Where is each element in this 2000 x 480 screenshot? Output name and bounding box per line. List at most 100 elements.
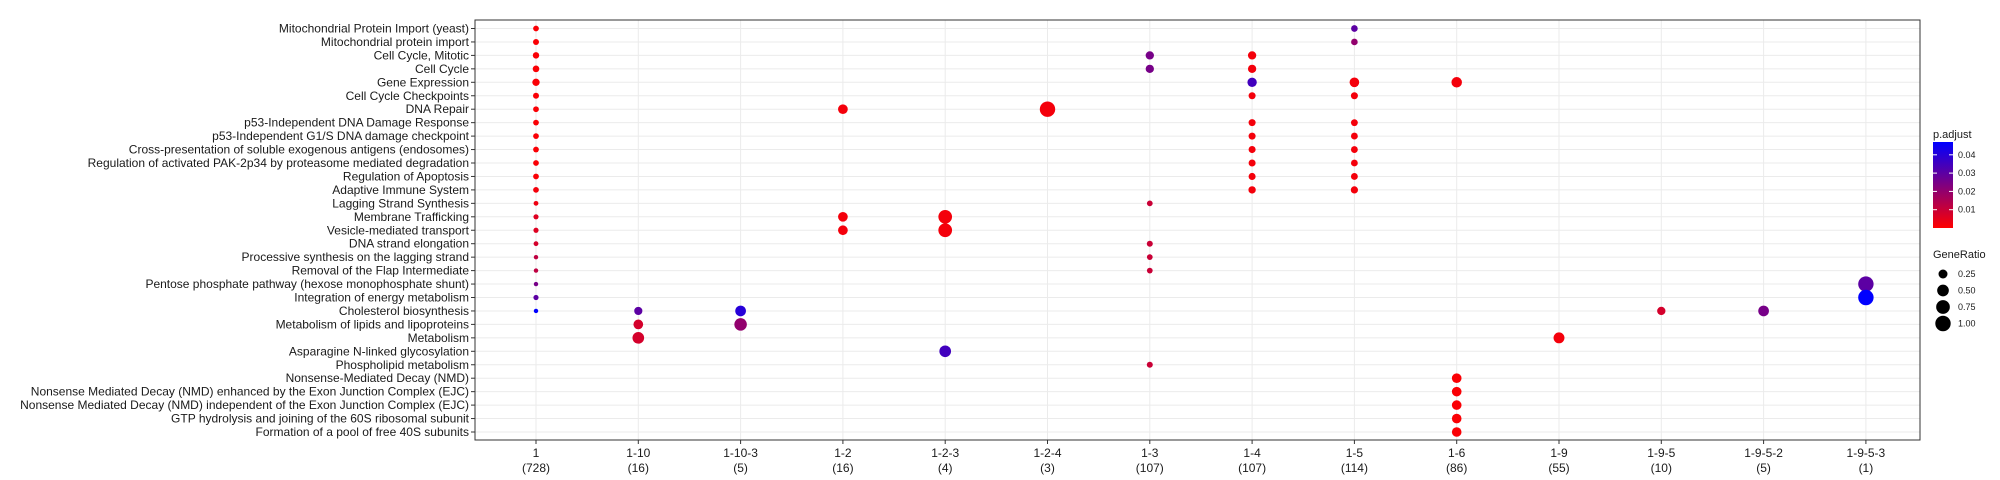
x-tick-count-1-4: (107) — [1238, 461, 1266, 475]
x-tick-count-1-2-3: (4) — [938, 461, 953, 475]
size-legend-label-0-25: 0.25 — [1958, 269, 1976, 279]
size-legend-dot-0-75 — [1936, 300, 1950, 314]
point-1-regulation-of-apoptosis — [533, 173, 539, 180]
x-tick-label-1-2: 1-2 — [834, 446, 852, 460]
x-tick-label-1-4: 1-4 — [1243, 446, 1261, 460]
x-tick-label-1-2-3: 1-2-3 — [931, 446, 959, 460]
size-legend-dot-0-25 — [1938, 269, 1948, 279]
point-1-5-regulation-of-activated-pak-2p34-by-proteasome-mediated-degradation — [1350, 159, 1358, 167]
point-1-4-cell-cycle-checkpoints — [1248, 92, 1256, 100]
y-tick-label-nonsense-mediated-decay-nmd: Nonsense-Mediated Decay (NMD) — [286, 371, 469, 385]
y-tick-label-pentose-phosphate-pathway-hexose-monophosphate-shunt: Pentose phosphate pathway (hexose monoph… — [145, 277, 469, 291]
point-1-pentose-phosphate-pathway-hexose-monophosphate-shunt — [533, 281, 539, 287]
y-tick-label-cross-presentation-of-soluble-exogenous-antigens-endosomes: Cross-presentation of soluble exogenous … — [129, 143, 469, 157]
point-1-4-adaptive-immune-system — [1248, 186, 1256, 194]
y-tick-label-metabolism: Metabolism — [408, 331, 469, 345]
x-tick-count-1-9-5-2: (5) — [1756, 461, 1771, 475]
x-tick-label-1-3: 1-3 — [1141, 446, 1159, 460]
y-tick-label-metabolism-of-lipids-and-lipoproteins: Metabolism of lipids and lipoproteins — [276, 317, 469, 331]
y-tick-label-vesicle-mediated-transport: Vesicle-mediated transport — [327, 223, 470, 237]
y-tick-label-integration-of-energy-metabolism: Integration of energy metabolism — [294, 291, 469, 305]
y-tick-label-dna-repair: DNA Repair — [406, 102, 469, 116]
point-1-5-mitochondrial-protein-import-yeast — [1351, 25, 1358, 32]
x-tick-count-1-2-4: (3) — [1040, 461, 1055, 475]
point-1-4-regulation-of-activated-pak-2p34-by-proteasome-mediated-degradation — [1248, 159, 1256, 167]
color-legend-bar — [1933, 142, 1953, 228]
point-1-gene-expression — [532, 78, 540, 86]
y-tick-label-cholesterol-biosynthesis: Cholesterol biosynthesis — [339, 304, 469, 318]
x-tick-count-1-6: (86) — [1446, 461, 1467, 475]
point-1-6-nonsense-mediated-decay-nmd-enhanced-by-the-exon-junction-complex-ejc — [1451, 386, 1462, 397]
point-1-3-processive-synthesis-on-the-lagging-strand — [1146, 254, 1153, 261]
x-tick-label-1-9-5: 1-9-5 — [1647, 446, 1675, 460]
point-1-10-metabolism-of-lipids-and-lipoproteins — [633, 319, 644, 330]
point-1-2-3-membrane-trafficking — [938, 209, 953, 224]
point-1-dna-strand-elongation — [533, 241, 539, 247]
point-1-5-p53-independent-g1-s-dna-damage-checkpoint — [1350, 132, 1358, 140]
point-1-cell-cycle-mitotic — [532, 52, 540, 59]
point-1-adaptive-immune-system — [533, 187, 539, 193]
point-1-9-5-2-cholesterol-biosynthesis — [1758, 305, 1769, 317]
grid-lines — [475, 20, 1920, 440]
point-1-processive-synthesis-on-the-lagging-strand — [533, 254, 539, 260]
y-tick-label-lagging-strand-synthesis: Lagging Strand Synthesis — [332, 196, 469, 210]
point-1-10-3-cholesterol-biosynthesis — [735, 305, 746, 317]
x-tick-count-1-3: (107) — [1136, 461, 1164, 475]
point-1-6-gtp-hydrolysis-and-joining-of-the-60s-ribosomal-subunit — [1451, 413, 1462, 424]
point-1-cross-presentation-of-soluble-exogenous-antigens-endosomes — [533, 146, 539, 153]
point-1-vesicle-mediated-transport — [533, 227, 539, 233]
point-1-removal-of-the-flap-intermediate — [533, 268, 539, 273]
y-tick-label-membrane-trafficking: Membrane Trafficking — [354, 210, 469, 224]
point-1-mitochondrial-protein-import — [533, 38, 539, 45]
color-legend-label-0-01: 0.01 — [1958, 205, 1976, 215]
y-tick-label-mitochondrial-protein-import: Mitochondrial protein import — [321, 35, 470, 49]
color-legend-ticks: 0.04 0.03 0.02 0.01 — [1933, 150, 1976, 215]
point-1-3-cell-cycle — [1145, 64, 1154, 74]
point-1-4-cell-cycle-mitotic — [1247, 51, 1257, 60]
point-1-6-gene-expression — [1451, 77, 1462, 88]
point-1-6-formation-of-a-pool-of-free-40s-subunits — [1451, 427, 1462, 437]
point-1-5-mitochondrial-protein-import — [1351, 38, 1358, 46]
point-1-4-p53-independent-dna-damage-response — [1248, 119, 1256, 127]
point-1-5-gene-expression — [1349, 77, 1360, 88]
point-1-3-dna-strand-elongation — [1146, 240, 1153, 247]
y-tick-label-p53-independent-dna-damage-response: p53-Independent DNA Damage Response — [244, 116, 469, 130]
size-legend-dot-0-50 — [1937, 284, 1949, 297]
data-points — [532, 25, 1874, 437]
color-legend-label-0-04: 0.04 — [1958, 150, 1976, 160]
y-tick-label-gene-expression: Gene Expression — [377, 75, 469, 89]
point-1-mitochondrial-protein-import-yeast — [533, 25, 539, 32]
point-1-cell-cycle — [532, 65, 540, 73]
point-1-4-gene-expression — [1247, 77, 1257, 87]
point-1-integration-of-energy-metabolism — [533, 294, 539, 301]
y-tick-label-gtp-hydrolysis-and-joining-of-the-60s-ribosomal-subunit: GTP hydrolysis and joining of the 60S ri… — [171, 412, 470, 426]
point-1-4-cross-presentation-of-soluble-exogenous-antigens-endosomes — [1248, 146, 1256, 154]
x-tick-label-1-10-3: 1-10-3 — [723, 446, 758, 460]
y-tick-label-formation-of-a-pool-of-free-40s-subunits: Formation of a pool of free 40S subunits — [256, 425, 469, 439]
point-1-3-removal-of-the-flap-intermediate — [1146, 267, 1153, 274]
point-1-2-4-dna-repair — [1039, 101, 1056, 117]
y-tick-label-dna-strand-elongation: DNA strand elongation — [349, 237, 469, 251]
y-tick-label-cell-cycle: Cell Cycle — [415, 62, 469, 76]
point-1-4-cell-cycle — [1247, 64, 1257, 74]
color-legend: p.adjust 0.04 0.03 0.02 0.01 — [1933, 129, 1976, 228]
y-tick-label-p53-independent-g1-s-dna-damage-checkpoint: p53-Independent G1/S DNA damage checkpoi… — [212, 129, 470, 143]
point-1-9-metabolism — [1553, 332, 1565, 344]
x-tick-label-1-6: 1-6 — [1448, 446, 1466, 460]
point-1-dna-repair — [533, 106, 539, 113]
size-legend: GeneRatio 0.25 0.50 0.75 1.00 — [1933, 249, 1986, 332]
point-1-2-3-vesicle-mediated-transport — [938, 223, 953, 238]
y-tick-label-regulation-of-apoptosis: Regulation of Apoptosis — [343, 169, 469, 183]
x-tick-count-1-2: (16) — [832, 461, 853, 475]
point-1-p53-independent-dna-damage-response — [533, 119, 539, 126]
x-tick-count-1: (728) — [522, 461, 550, 475]
point-1-4-p53-independent-g1-s-dna-damage-checkpoint — [1248, 132, 1256, 140]
point-1-cell-cycle-checkpoints — [533, 92, 539, 99]
point-1-3-cell-cycle-mitotic — [1145, 51, 1154, 60]
x-tick-count-1-9-5-3: (1) — [1859, 461, 1874, 475]
y-tick-label-nonsense-mediated-decay-nmd-independent-of-the-exon-junction-complex-ejc: Nonsense Mediated Decay (NMD) independen… — [20, 398, 469, 412]
x-tick-count-1-10-3: (5) — [733, 461, 748, 475]
point-1-2-3-asparagine-n-linked-glycosylation — [939, 345, 952, 358]
size-legend-label-0-75: 0.75 — [1958, 302, 1976, 312]
